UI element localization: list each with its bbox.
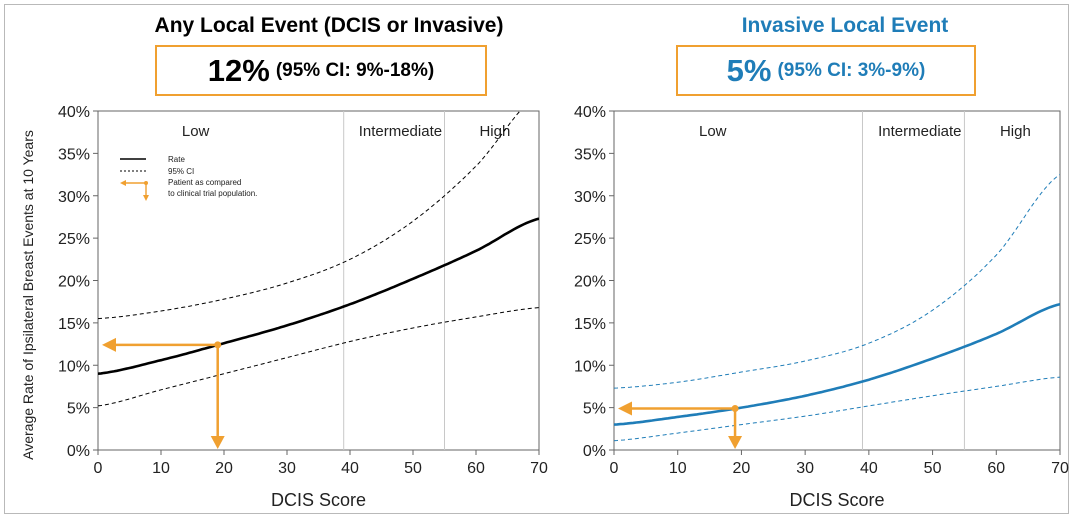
x-tick-label: 70 <box>1051 460 1069 477</box>
x-tick-label: 40 <box>860 460 878 477</box>
panel-title: Invasive Local Event <box>741 14 949 37</box>
y-tick-label: 5% <box>583 401 606 418</box>
figure-frame: Any Local Event (DCIS or Invasive) 12% (… <box>4 4 1069 514</box>
legend: Rate 95% CI Patient as compared to clinical… <box>120 155 257 201</box>
charts-svg: Average Rate of Ipsilateral Breast Event… <box>20 104 1069 510</box>
patient-down-arrowhead <box>728 436 743 449</box>
plot-frame <box>97 110 540 451</box>
panel-title: Any Local Event (DCIS or Invasive) <box>154 14 504 37</box>
region-label-high: High <box>479 123 510 140</box>
x-tick-label: 30 <box>278 460 296 477</box>
x-tick-label: 50 <box>924 460 942 477</box>
ci-lower-curve <box>98 307 539 407</box>
y-tick-label: 20% <box>574 274 606 291</box>
x-tick-label: 60 <box>467 460 485 477</box>
legend-arrow-down-head <box>143 195 149 201</box>
estimate-ci: (95% CI: 9%-18%) <box>275 59 435 81</box>
y-tick-label: 40% <box>58 104 90 121</box>
x-axis-label: DCIS Score <box>271 490 366 510</box>
y-tick-label: 20% <box>58 274 90 291</box>
chart-panel-1: Low Intermediate High 0 10 20 30 40 50 60 70 0% 5% 10… <box>58 104 548 510</box>
y-tick-label: 15% <box>574 316 606 333</box>
plot-frame <box>613 110 1061 451</box>
chart-panel-2: Low Intermediate High 0 10 20 30 40 50 60 70 0% 5% 10… <box>574 104 1069 510</box>
y-tick-label: 5% <box>67 401 90 418</box>
legend-ci-label: 95% CI <box>168 167 194 176</box>
legend-arrow-left-head <box>120 180 126 186</box>
legend-patient-line2: to clinical trial population. <box>168 189 257 198</box>
patient-down-arrowhead <box>210 436 225 449</box>
estimate-box: 5% (95% CI: 3%-9%) <box>676 45 976 96</box>
region-label-intermediate: Intermediate <box>878 123 961 140</box>
x-tick-label: 40 <box>341 460 359 477</box>
region-label-high: High <box>1000 123 1031 140</box>
ci-upper-curve <box>614 174 1060 389</box>
rate-curve <box>98 217 539 375</box>
y-tick-label: 10% <box>574 358 606 375</box>
curve-group <box>98 111 539 407</box>
x-axis-label: DCIS Score <box>789 490 884 510</box>
patient-left-arrowhead <box>102 337 116 352</box>
legend-rate-label: Rate <box>168 155 185 164</box>
x-tick-label: 10 <box>152 460 170 477</box>
x-tick-label: 20 <box>215 460 233 477</box>
region-label-intermediate: Intermediate <box>359 123 442 140</box>
x-tick-label: 70 <box>530 460 548 477</box>
x-tick-label: 30 <box>796 460 814 477</box>
y-tick-label: 30% <box>58 189 90 206</box>
x-tick-label: 60 <box>987 460 1005 477</box>
x-tick-label: 10 <box>669 460 687 477</box>
x-tick-label: 50 <box>404 460 422 477</box>
estimate-value: 5% <box>726 52 772 88</box>
y-tick-label: 10% <box>58 358 90 375</box>
y-tick-label: 25% <box>574 231 606 248</box>
patient-point <box>731 404 739 412</box>
patient-point <box>214 341 222 349</box>
y-tick-label: 35% <box>574 146 606 163</box>
patient-left-arrowhead <box>618 401 632 416</box>
estimate-ci: (95% CI: 3%-9%) <box>777 59 926 81</box>
x-tick-label: 20 <box>733 460 751 477</box>
x-tick-label: 0 <box>94 460 103 477</box>
estimate-box: 12% (95% CI: 9%-18%) <box>155 45 487 96</box>
ci-upper-curve <box>98 111 521 320</box>
rate-curve <box>614 302 1060 426</box>
y-tick-label: 0% <box>67 443 90 460</box>
y-tick-label: 25% <box>58 231 90 248</box>
x-tick-label: 0 <box>610 460 619 477</box>
y-tick-label: 15% <box>58 316 90 333</box>
y-tick-label: 40% <box>574 104 606 121</box>
legend-patient-line1: Patient as compared <box>168 178 241 187</box>
ci-lower-curve <box>614 376 1060 442</box>
y-tick-label: 35% <box>58 146 90 163</box>
y-tick-label: 0% <box>583 443 606 460</box>
curve-group <box>614 174 1060 442</box>
region-label-low: Low <box>699 123 727 140</box>
y-axis-label: Average Rate of Ipsilateral Breast Event… <box>20 130 36 460</box>
legend-arrow-point <box>144 181 148 185</box>
estimate-value: 12% <box>207 52 270 88</box>
y-tick-label: 30% <box>574 189 606 206</box>
region-label-low: Low <box>182 123 210 140</box>
